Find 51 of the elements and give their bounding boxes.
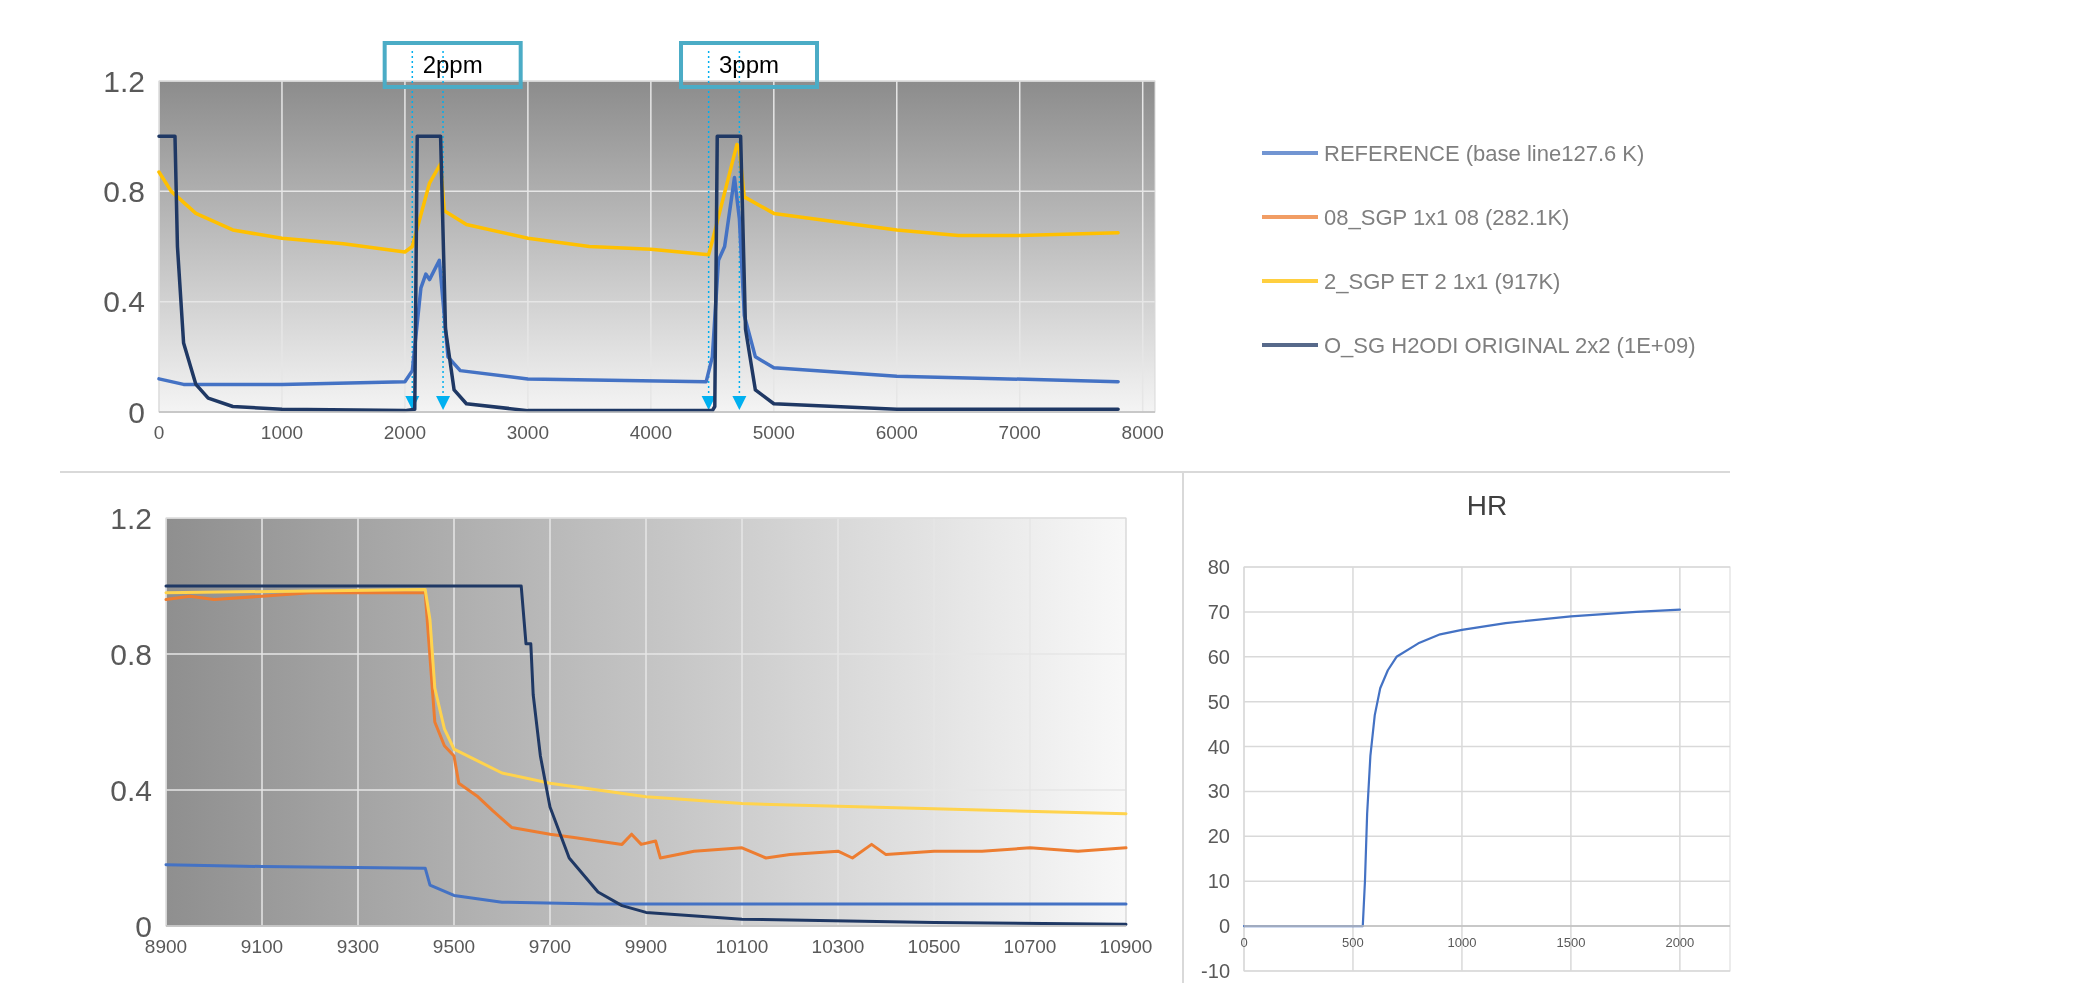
y-tick-label: 0.8 (110, 637, 152, 671)
y-tick-label: 1.2 (110, 501, 152, 535)
y-tick-label: 40 (1207, 735, 1230, 758)
line-series (164, 863, 1128, 906)
text: 2ppm (422, 51, 483, 79)
x-tick-label: 9700 (528, 936, 572, 957)
y-tick-label: -10 (1201, 960, 1230, 982)
x-tick-label: 10300 (811, 936, 865, 957)
y-tick-label: 60 (1207, 645, 1230, 668)
line-series (164, 591, 1128, 860)
y-tick-label: 70 (1207, 600, 1230, 623)
x-tick-label: 3000 (506, 422, 550, 443)
x-tick-label: 2000 (383, 422, 427, 443)
y-tick-label: 30 (1207, 780, 1230, 803)
legend-label: O_SG H2ODI ORIGINAL 2x2 (1E+09) (1324, 332, 1696, 358)
x-tick-label: 7000 (998, 422, 1041, 443)
x-tick-label: 10700 (1003, 936, 1057, 957)
y-tick-label: 0.8 (103, 174, 145, 208)
y-tick-label: 10 (1207, 870, 1230, 893)
x-tick-label: 9100 (240, 936, 284, 957)
x-tick-label: 4000 (629, 422, 672, 443)
text: 3ppm (718, 51, 780, 79)
x-tick-label: 9300 (336, 936, 380, 957)
y-tick-label: 0.4 (110, 773, 152, 807)
x-tick-label: 9500 (432, 936, 476, 957)
x-tick-label: 1000 (1447, 935, 1477, 951)
x-tick-label: 0 (153, 422, 165, 443)
y-tick-label: 1.2 (103, 64, 145, 98)
y-tick-label: 20 (1207, 825, 1230, 848)
y-tick-label: 50 (1207, 690, 1230, 713)
line-series (157, 142, 1120, 257)
x-tick-label: 9900 (624, 936, 668, 957)
x-tick-label: 0 (1240, 935, 1248, 951)
legend-label: REFERENCE (base line127.6 K) (1324, 140, 1645, 166)
x-tick-label: 10900 (1099, 936, 1153, 957)
line-series (164, 587, 1128, 816)
line-series (157, 134, 1120, 413)
y-tick-label: 80 (1207, 556, 1230, 578)
x-tick-label: 5000 (752, 422, 795, 443)
x-tick-label: 1500 (1556, 935, 1586, 951)
y-tick-label: 0.4 (103, 285, 145, 319)
x-tick-label: 1000 (260, 422, 304, 443)
x-tick-label: 2000 (1665, 935, 1695, 951)
x-tick-label: 8000 (1121, 422, 1164, 443)
legend-label: 2_SGP ET 2 1x1 (917K) (1324, 268, 1561, 294)
x-tick-label: 6000 (875, 422, 918, 443)
legend-label: 08_SGP 1x1 08 (282.1K) (1324, 204, 1570, 230)
chart-title: HR (1466, 490, 1508, 521)
x-tick-label: 10500 (907, 936, 961, 957)
x-tick-label: 500 (1342, 935, 1364, 951)
x-tick-label: 10100 (715, 936, 769, 957)
